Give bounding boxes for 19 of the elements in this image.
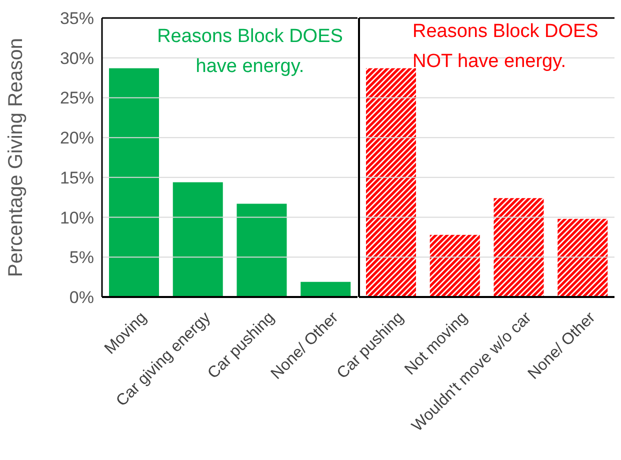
y-tick-label: 10% (60, 208, 94, 228)
annotation: Reasons Block DOES NOT have energy. (412, 20, 600, 74)
y-axis-title: Percentage Giving Reason (5, 38, 28, 278)
y-tick-label: 30% (60, 48, 94, 68)
bar (236, 204, 287, 297)
bar (109, 68, 159, 297)
bar (300, 282, 351, 297)
y-tick-label: 0% (69, 288, 94, 308)
y-tick-label: 5% (69, 248, 94, 268)
y-tick-label: 20% (60, 128, 94, 148)
bar (429, 234, 480, 297)
y-tick-label: 25% (60, 88, 94, 108)
bar (557, 218, 608, 297)
y-tick-label: 15% (60, 168, 94, 188)
annotation: Reasons Block DOES have energy. (156, 25, 344, 79)
bar (366, 68, 416, 297)
y-tick-label: 35% (60, 9, 94, 28)
bar (172, 182, 223, 297)
bar (493, 198, 544, 297)
